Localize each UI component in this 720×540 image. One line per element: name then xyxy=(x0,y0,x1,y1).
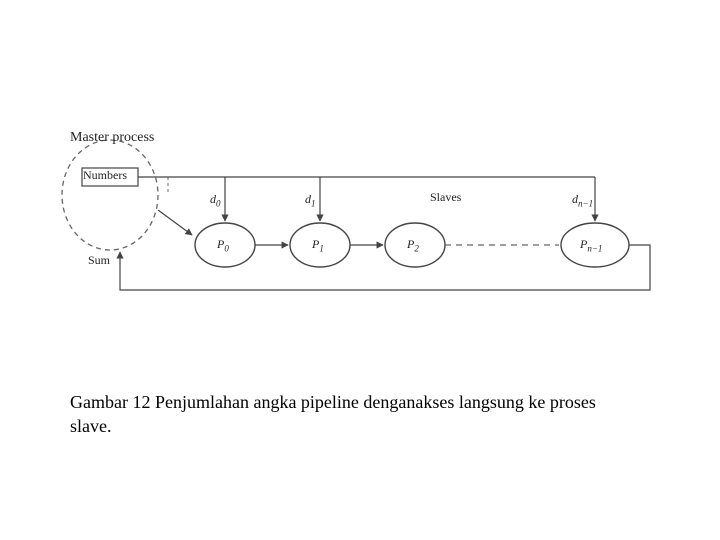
numbers-label: Numbers xyxy=(83,168,127,183)
master-ellipse xyxy=(62,140,158,250)
dn-label: dn−1 xyxy=(572,192,593,208)
edge-master-p0 xyxy=(158,210,192,235)
master-process-label: Master process xyxy=(70,130,154,146)
figure-caption: Gambar 12 Penjumlahan angka pipeline den… xyxy=(70,390,630,439)
slaves-label: Slaves xyxy=(430,190,461,205)
p0-label: P0 xyxy=(217,237,229,253)
d0-label: d0 xyxy=(210,192,221,208)
p1-label: P1 xyxy=(312,237,324,253)
p2-label: P2 xyxy=(407,237,419,253)
sum-label: Sum xyxy=(88,253,110,268)
edge-pn-sum xyxy=(120,245,650,290)
d1-label: d1 xyxy=(305,192,316,208)
pn-label: Pn−1 xyxy=(580,237,602,253)
